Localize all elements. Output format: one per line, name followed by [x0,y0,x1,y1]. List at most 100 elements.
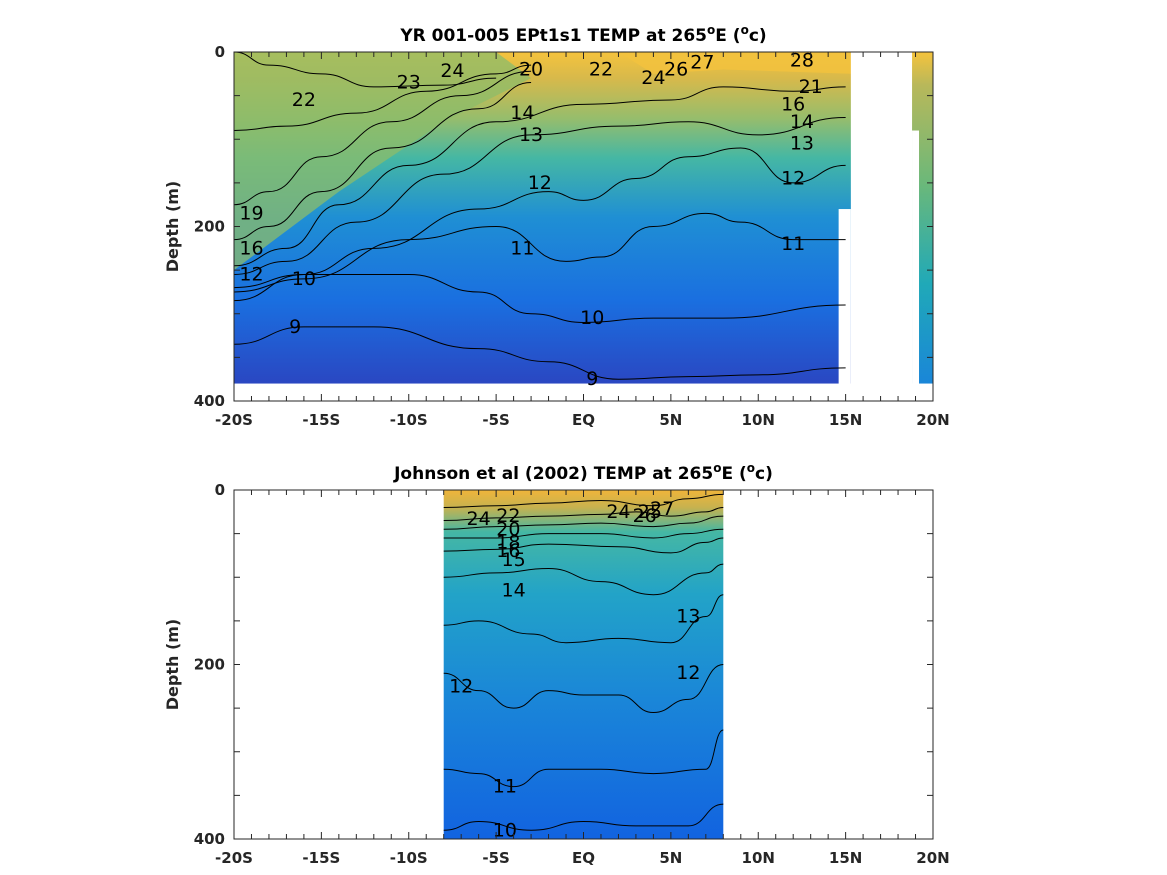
contour-label: 13 [519,124,543,146]
contour-label: 12 [676,662,700,684]
contour-label: 27 [690,51,714,73]
contour-label: 11 [781,233,805,255]
x-tick-label: EQ [572,849,595,867]
contour-label: 24 [606,501,630,523]
contour-label: 20 [496,518,520,540]
contour-line-10 [233,273,846,323]
chart-title: Johnson et al (2002) TEMP at 265oE (oc) [393,461,773,484]
contour-label: 22 [292,89,316,111]
contour-label: 22 [589,58,613,80]
contour-label: 11 [510,237,534,259]
contour-label: 26 [633,505,657,527]
chart-title-part: o [707,23,715,37]
warm-surface-band [618,52,855,74]
contour-label: 22 [496,505,520,527]
y-axis-label: Depth (m) [163,181,182,273]
contour-line-12 [233,147,846,289]
x-tick-label: -5S [482,849,509,867]
contour-label: 27 [650,498,674,520]
contour-label: 24 [467,508,491,530]
x-tick-label: -10S [390,849,428,867]
temperature-field [443,490,724,839]
chart-title-part: E ( [715,26,740,46]
contour-line-9 [233,326,846,380]
contour-label: 14 [502,579,526,601]
contour-label: 12 [449,675,473,697]
y-tick-label: 400 [194,392,225,410]
chart-title-part: o [741,23,749,37]
contour-label: 23 [397,72,421,94]
chart-title: YR 001-005 EPt1s1 TEMP at 265oE (oc) [399,23,766,46]
x-tick-label: 20N [916,849,949,867]
contour-line-11 [233,212,846,293]
contour-label: 21 [799,76,823,98]
contour-label: 20 [519,58,543,80]
contour-label: 12 [528,172,552,194]
x-tick-label: 15N [829,411,862,429]
contour-label: 19 [239,202,263,224]
x-tick-label: -20S [215,849,253,867]
contour-label: 16 [781,93,805,115]
contour-label: 14 [510,102,534,124]
contour-label: 10 [580,307,604,329]
contour-line-16 [233,82,532,241]
contour-label: 26 [664,58,688,80]
contour-label: 13 [676,606,700,628]
chart-title-part: c) [749,26,767,46]
contour-line-20 [233,64,532,132]
x-tick-label: -20S [215,411,253,429]
x-tick-label: 10N [742,849,775,867]
contour-line-18 [443,515,724,530]
contour-line-14 [443,563,724,596]
contour-line-13 [443,594,724,644]
x-tick-label: -10S [390,411,428,429]
contour-line-10 [443,803,724,831]
missing-data-gap [850,52,913,401]
contour-line-22 [233,51,497,88]
contour-label: 12 [781,168,805,190]
contour-line-11 [443,729,724,788]
y-tick-label: 0 [215,43,225,61]
x-tick-label: 15N [829,849,862,867]
x-tick-label: 5N [659,411,682,429]
contour-line-13 [233,116,846,275]
y-tick-label: 0 [215,481,225,499]
y-tick-label: 200 [194,218,225,236]
contour-label: 15 [502,549,526,571]
chart-title-part: o [747,461,755,475]
contour-line-14 [233,86,846,267]
contour-label: 25 [638,501,662,523]
y-axis-label: Depth (m) [163,619,182,711]
contour-label: 10 [493,819,517,841]
x-tick-label: -15S [302,411,340,429]
contour-label: 10 [292,268,316,290]
chart-title-part: Johnson et al (2002) TEMP at 265 [393,464,713,484]
contour-label: 11 [493,776,517,798]
y-tick-label: 200 [194,656,225,674]
contour-label: 16 [496,540,520,562]
contour-label: 13 [790,133,814,155]
x-tick-label: -5S [482,411,509,429]
y-tick-label: 400 [194,830,225,848]
contour-label: 24 [641,67,665,89]
contour-label: 12 [239,263,263,285]
contour-line-15 [443,537,724,554]
chart-title-part: E ( [721,464,746,484]
contour-line-20 [443,506,724,522]
x-tick-label: -15S [302,849,340,867]
contour-label: 9 [586,368,598,390]
contour-line-19 [233,70,532,206]
x-tick-label: 10N [742,411,775,429]
contour-label: 28 [790,50,814,72]
chart-title-part: YR 001-005 EPt1s1 TEMP at 265 [399,26,707,46]
contour-label: 9 [289,316,301,338]
contour-line-24 [443,493,724,508]
contour-label: 16 [239,237,263,259]
chart-title-part: o [713,461,721,475]
x-tick-label: 5N [659,849,682,867]
contour-line-16 [443,528,724,539]
missing-data-gap [912,130,920,401]
